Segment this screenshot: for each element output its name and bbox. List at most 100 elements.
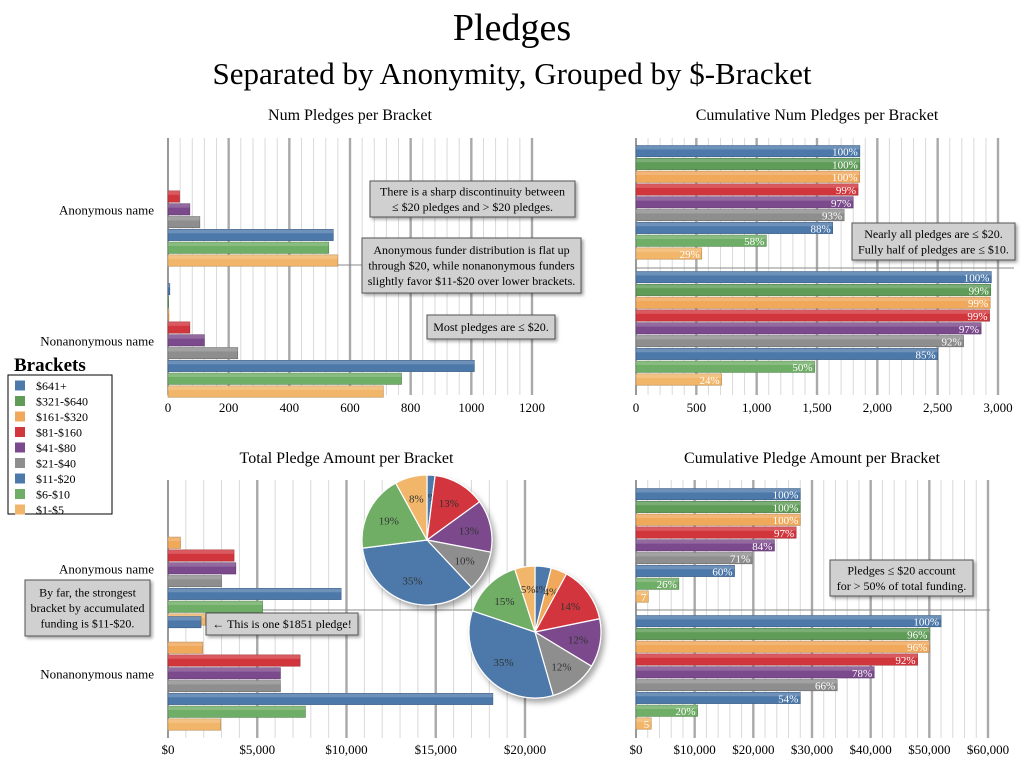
data-label: 92% (895, 655, 915, 667)
bar-highlight (168, 706, 306, 711)
data-label: 88% (811, 223, 831, 235)
bar-highlight (168, 642, 203, 647)
legend-label: $161-$320 (36, 410, 88, 424)
annotation-discontinuity-text: ≤ $20 pledges and > $20 pledges. (392, 200, 553, 214)
bar-highlight (168, 216, 200, 221)
bar (635, 564, 735, 577)
pie-slice-label: 8% (409, 493, 424, 505)
bar-highlight (636, 628, 930, 633)
data-label: 20% (675, 706, 695, 718)
legend-swatch (15, 427, 25, 437)
annotation-fifty-percent-box (829, 559, 974, 597)
bar-highlight (168, 718, 221, 723)
bar (167, 295, 169, 308)
bar (635, 335, 964, 348)
x-tick-label: $20,000 (504, 742, 546, 757)
bar-highlight (636, 666, 875, 671)
bar (635, 296, 991, 309)
x-tick-label: 0 (165, 400, 172, 415)
bar (635, 666, 875, 679)
legend-title: Brackets (14, 355, 86, 376)
data-label: 66% (815, 681, 835, 693)
bar-highlight (168, 283, 170, 288)
data-label: 84% (752, 541, 772, 553)
bar-highlight (168, 373, 402, 378)
data-label: 99% (968, 298, 988, 310)
annotation-nearly-all-text: Fully half of pledges are ≤ $10. (858, 242, 1009, 256)
bar (635, 360, 815, 373)
chart-title: Num Pledges per Bracket (268, 107, 433, 124)
bar (635, 577, 680, 590)
bar-highlight (636, 679, 838, 684)
data-label: 97% (831, 198, 851, 210)
bar-highlight (636, 297, 991, 302)
bar-highlight (168, 575, 222, 580)
annotation-distribution-text: through $20, while nonanonymous funders (368, 259, 575, 273)
x-tick-label: 500 (687, 400, 707, 415)
chart-title: Cumulative Pledge Amount per Bracket (684, 450, 941, 467)
pie-slice-label: 35% (493, 657, 513, 669)
bar-highlight (636, 235, 767, 240)
bar (167, 372, 402, 385)
legend-swatch (15, 489, 25, 499)
bar (167, 718, 221, 731)
pie-slice-label: 13% (459, 526, 479, 538)
bar-highlight (636, 335, 964, 340)
x-tick-label: 800 (401, 400, 421, 415)
bar (167, 308, 170, 321)
bar (167, 334, 205, 347)
annotation-strongest-text: bracket by accumulated (31, 601, 145, 615)
bar (167, 667, 281, 680)
bar-highlight (636, 284, 991, 289)
data-label: 29% (680, 249, 700, 261)
x-tick-label: $5,000 (239, 742, 275, 757)
bar (635, 500, 801, 513)
x-tick-label: $10,000 (325, 742, 367, 757)
annotation-distribution-box (361, 237, 582, 294)
bar-highlight (636, 209, 845, 214)
bar-highlight (636, 361, 815, 366)
pie-slice (361, 482, 428, 549)
bar-highlight (636, 526, 797, 531)
data-label: 100% (773, 490, 799, 502)
data-label: 58% (744, 236, 764, 248)
bar-highlight (168, 334, 205, 339)
annotation-strongest-text: By far, the strongest (39, 586, 136, 600)
bar (167, 283, 171, 296)
annotation-most-pledges-text: Most pledges are ≤ $20. (433, 320, 549, 334)
bar-highlight (168, 680, 281, 685)
data-label: 100% (913, 617, 939, 629)
pie-slice (533, 573, 601, 633)
bar-highlight (636, 653, 918, 658)
bar-highlight (168, 537, 181, 542)
pie-slice-label: 15% (494, 596, 514, 608)
data-label: 26% (657, 579, 677, 591)
bar (635, 679, 838, 692)
bar (635, 247, 703, 260)
bar (167, 587, 342, 600)
bar (635, 170, 860, 183)
bar-highlight (636, 552, 753, 557)
bar (635, 526, 797, 539)
x-tick-label: 2,000 (863, 400, 892, 415)
bar-highlight (636, 145, 860, 150)
x-tick-label: 600 (340, 400, 360, 415)
bar-highlight (636, 247, 702, 252)
data-label: 99% (967, 311, 987, 323)
bar-highlight (168, 654, 301, 659)
bar-highlight (168, 616, 202, 621)
data-label: 96% (907, 629, 927, 641)
data-label: 99% (836, 185, 856, 197)
bar (635, 615, 942, 628)
bar-highlight (168, 254, 338, 259)
x-tick-label: $0 (630, 742, 643, 757)
data-label: 100% (964, 273, 990, 285)
bar-highlight (168, 360, 475, 365)
annotation-single-pledge-box (205, 612, 359, 636)
bar-highlight (168, 309, 169, 314)
group-label: Anonymous name (59, 562, 154, 577)
x-tick-label: 2,500 (923, 400, 952, 415)
legend-swatch (15, 473, 25, 484)
data-label: 97% (774, 528, 794, 540)
